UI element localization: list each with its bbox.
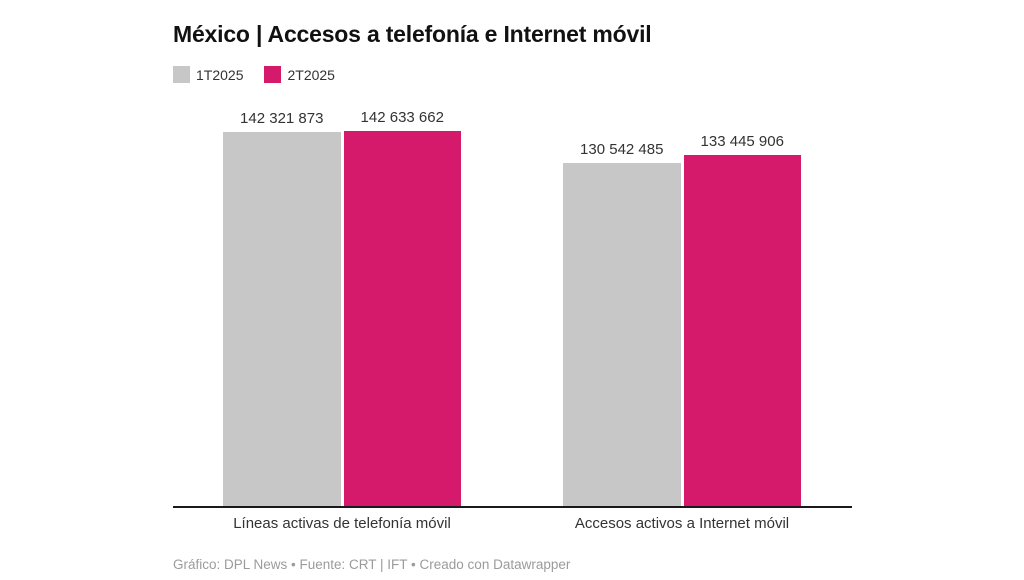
bar-group: 130 542 485 133 445 906	[563, 100, 801, 506]
legend-label-2t2025: 2T2025	[287, 66, 335, 83]
legend-swatch-1t2025	[173, 66, 190, 83]
legend-item-2t2025: 2T2025	[264, 66, 335, 83]
legend-label-1t2025: 1T2025	[196, 66, 244, 83]
attribution-footer: Gráfico: DPL News • Fuente: CRT | IFT • …	[173, 557, 571, 572]
legend: 1T2025 2T2025	[173, 66, 335, 83]
category-axis: Líneas activas de telefonía móvil Accesos…	[173, 515, 852, 535]
value-label: 142 633 662	[360, 109, 444, 126]
plot-area: 142 321 873 142 633 662 130 542 485 133 445…	[173, 100, 852, 508]
chart-title: México | Accesos a telefonía e Internet …	[173, 21, 652, 47]
value-label: 142 321 873	[240, 110, 324, 127]
bar-1t2025: 142 321 873	[223, 110, 341, 506]
bar-2t2025: 142 633 662	[343, 109, 461, 506]
bar-group: 142 321 873 142 633 662	[223, 100, 461, 506]
value-label: 133 445 906	[700, 133, 784, 150]
legend-swatch-2t2025	[264, 66, 282, 83]
bar-2t2025: 133 445 906	[683, 133, 801, 506]
bar-1t2025: 130 542 485	[563, 141, 681, 506]
category-label: Líneas activas de telefonía móvil	[233, 515, 451, 532]
category-label: Accesos activos a Internet móvil	[574, 515, 790, 532]
value-label: 130 542 485	[580, 141, 664, 158]
legend-item-1t2025: 1T2025	[173, 66, 243, 83]
